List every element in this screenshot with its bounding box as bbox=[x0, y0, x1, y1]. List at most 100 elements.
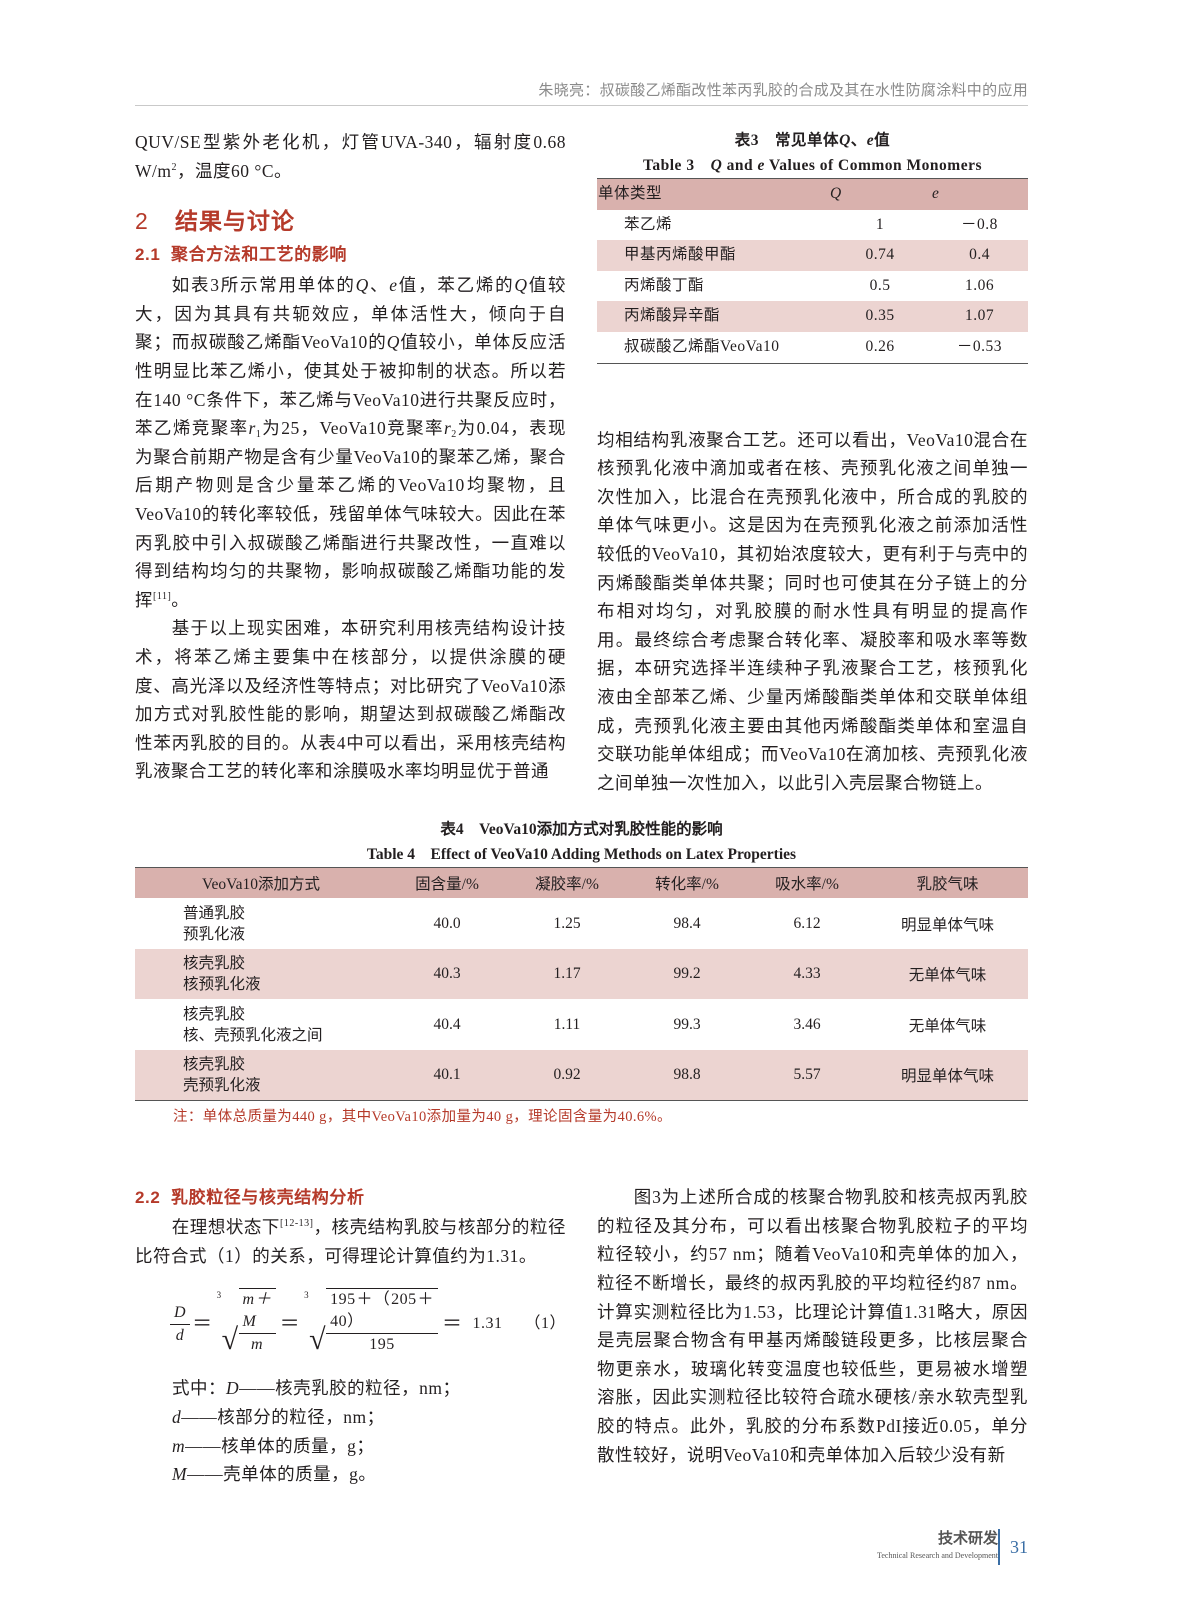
text-span: 1.25 bbox=[553, 914, 581, 932]
text-span: ——核壳乳胶的粒径，nm； bbox=[239, 1378, 461, 1399]
footer: 技术研发 Technical Research and Development … bbox=[135, 1528, 1028, 1589]
text-span: 乳胶气味 bbox=[867, 867, 1028, 899]
text-span: QUV/SE型紫外老化机，灯管UVA-340，辐射度0.68 W/m bbox=[135, 132, 566, 181]
paragraph-polymerization: 如表3所示常用单体的Q、e值，苯乙烯的Q值较大，因为其具有共轭效应，单体活性大，… bbox=[135, 271, 566, 614]
text-span: 99.2 bbox=[627, 948, 747, 1000]
text-span: 无单体气味 bbox=[908, 1017, 987, 1035]
text-span: 叔碳酸乙烯酯VeoVa10 bbox=[597, 331, 829, 364]
text-span: 核、壳预乳化液之间 bbox=[183, 1026, 323, 1044]
text-span: d bbox=[175, 1326, 185, 1344]
text-span: d bbox=[172, 1407, 182, 1428]
text-span: 2 bbox=[135, 208, 149, 235]
text-span: [12-13] bbox=[279, 1218, 314, 1230]
text-span: 核壳乳胶 bbox=[183, 1005, 246, 1023]
text-span: 3.46 bbox=[793, 1015, 821, 1033]
radical-icon: √ bbox=[309, 1323, 327, 1357]
text-span: Q bbox=[514, 275, 528, 296]
text-span: r bbox=[443, 418, 452, 439]
table3-caption-cn: 表3 常见单体Q、e值 bbox=[597, 128, 1028, 153]
right-column-top: 表3 常见单体Q、e值 Table 3 Q and e Values of Co… bbox=[597, 128, 1028, 797]
text-span: 2 bbox=[451, 429, 457, 441]
text-span: 0.92 bbox=[507, 1049, 627, 1102]
text-span: 为25，VeoVa10竞聚率 bbox=[261, 418, 444, 439]
text-span: 195 bbox=[369, 1336, 395, 1354]
text-span: 结果与讨论 bbox=[175, 208, 295, 235]
text-span: 1 bbox=[255, 429, 262, 441]
text-span: Q bbox=[839, 132, 851, 149]
text-span: Q bbox=[830, 185, 842, 202]
text-span: （1） bbox=[524, 1315, 566, 1333]
text-span: 明显单体气味 bbox=[867, 1049, 1028, 1102]
table-row: 核壳乳胶 壳预乳化液 40.1 0.92 98.8 5.57 明显单体气味 bbox=[135, 1049, 1028, 1102]
paragraph-equipment: QUV/SE型紫外老化机，灯管UVA-340，辐射度0.68 W/m2，温度60… bbox=[135, 128, 566, 185]
table4: VeoVa10添加方式 固含量/% 凝胶率/% 转化率/% 吸水率/% 乳胶气味… bbox=[135, 867, 1028, 1102]
section-heading-2: 2 结果与讨论 bbox=[135, 203, 566, 239]
definition-m: m——核单体的质量，g； bbox=[172, 1432, 566, 1461]
text-span: Q bbox=[710, 157, 723, 174]
footer-divider bbox=[998, 1528, 1000, 1565]
text-span: 1.17 bbox=[507, 948, 627, 1000]
text-span: 普通乳胶 bbox=[183, 904, 246, 922]
paragraph-particle-size: 图3为上述所合成的核聚合物乳胶和核壳叔丙乳胶的粒径及其分布，可以看出核聚合物乳胶… bbox=[597, 1187, 1028, 1465]
text-span: －0.8 bbox=[961, 215, 998, 233]
text-span: VeoVa10添加方式 bbox=[135, 867, 387, 899]
text-span: 核预乳化液 bbox=[183, 976, 261, 994]
text-span: e bbox=[866, 132, 875, 149]
text-span: 核壳乳胶 bbox=[183, 1056, 246, 1074]
paragraph-veova-addition: 均相结构乳液聚合工艺。还可以看出，VeoVa10混合在核预乳化液中滴加或者在核、… bbox=[597, 429, 1028, 793]
text-span: [11] bbox=[153, 590, 172, 602]
text-span: e bbox=[757, 157, 765, 174]
text-span: ，温度60 °C。 bbox=[177, 160, 293, 181]
text-span: 3 bbox=[304, 1290, 310, 1301]
text-span: 式中： bbox=[172, 1378, 226, 1399]
text-span: 3 bbox=[216, 1290, 222, 1301]
definition-D: 式中：D——核壳乳胶的粒径，nm； bbox=[172, 1374, 566, 1403]
text-span: m＋M bbox=[238, 1289, 276, 1335]
text-span: e bbox=[932, 185, 940, 202]
text-span: 98.8 bbox=[627, 1049, 747, 1102]
text-span: D bbox=[170, 1302, 191, 1325]
text-span: 0.35 bbox=[829, 301, 931, 332]
text-span: 在理想状态下 bbox=[171, 1217, 280, 1238]
text-span: Values of Common Monomers bbox=[764, 157, 983, 174]
text-span: 乳胶粒径与核壳结构分析 bbox=[171, 1188, 365, 1208]
text-span: 凝胶率/% bbox=[507, 867, 627, 899]
table3-caption-en: Table 3 Q and e Values of Common Monomer… bbox=[597, 153, 1028, 178]
text-span: 预乳化液 bbox=[183, 925, 246, 943]
text-span: 苯乙烯 bbox=[624, 215, 673, 233]
text-span: 聚合方法和工艺的影响 bbox=[171, 245, 347, 265]
text-span: 表3 常见单体 bbox=[734, 132, 840, 149]
text-span: 核壳乳胶 bbox=[183, 955, 246, 973]
text-span: 40.1 bbox=[387, 1049, 507, 1102]
paragraph-core-shell-design: 基于以上现实困难，本研究利用核壳结构设计技术，将苯乙烯主要集中在核部分，以提供涂… bbox=[135, 618, 566, 782]
text-span: 丙烯酸丁酯 bbox=[624, 276, 705, 294]
equals-sign: ＝ bbox=[441, 1313, 463, 1336]
text-span: 0.4 bbox=[931, 240, 1028, 271]
text-span: 如表3所示常用单体的 bbox=[171, 275, 356, 296]
table-header-row: 单体类型 Q e bbox=[597, 177, 1028, 210]
cube-root-2: 3 √ 195＋（205＋40） 195 bbox=[304, 1288, 438, 1360]
text-span: 无单体气味 bbox=[867, 948, 1028, 1000]
section-heading-2-1: 2.1 聚合方法和工艺的影响 bbox=[135, 239, 566, 271]
text-span: 2.1 bbox=[135, 245, 161, 265]
text-span: 单体类型 bbox=[597, 177, 829, 210]
bottom-columns: 2.2 乳胶粒径与核壳结构分析 在理想状态下[12-13]，核壳结构乳胶与核部分的… bbox=[135, 1183, 1028, 1489]
table-row: 丙烯酸异辛酯 0.35 1.07 bbox=[597, 301, 1028, 332]
text-span: 0.74 bbox=[829, 240, 931, 271]
text-span: 丙烯酸异辛酯 bbox=[597, 301, 829, 332]
text-span: 1.11 bbox=[553, 1015, 581, 1033]
text-span: 转化率/% bbox=[627, 867, 747, 899]
top-columns: QUV/SE型紫外老化机，灯管UVA-340，辐射度0.68 W/m 2 ，温度60… bbox=[135, 128, 1028, 797]
text-span: 40.0 bbox=[433, 914, 461, 932]
text-span: 40.3 bbox=[387, 948, 507, 1000]
text-span: 、 bbox=[850, 132, 867, 149]
text-span: e bbox=[389, 275, 398, 296]
text-span: Table 3 bbox=[642, 157, 711, 174]
running-header: 朱晓亮：叔碳酸乙烯酯改性苯丙乳胶的合成及其在水性防腐涂料中的应用 bbox=[538, 82, 1028, 99]
text-span: 1.07 bbox=[931, 301, 1028, 332]
text-span: －0.53 bbox=[931, 331, 1028, 364]
equals-sign: ＝ bbox=[279, 1313, 301, 1336]
